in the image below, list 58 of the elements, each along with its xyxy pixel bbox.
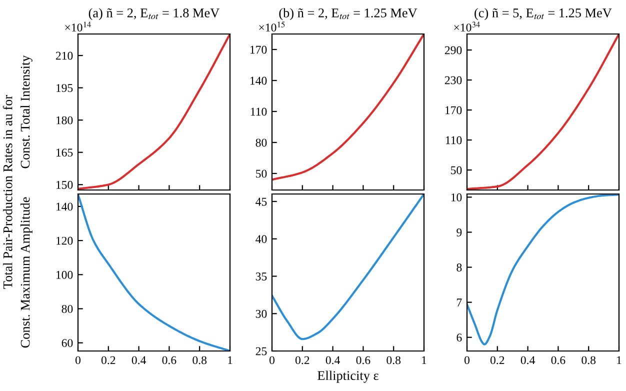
y-tick-label: 180 [56, 116, 73, 124]
x-tick-label: 0.4 [132, 356, 146, 364]
x-tick-label: 0.8 [386, 356, 401, 364]
x-tick-label: 1 [422, 356, 426, 364]
text: ×10$^{34}$ [454, 22, 480, 32]
y-tick-label: 50 [451, 166, 462, 174]
x-tick-label: 0.2 [101, 356, 116, 364]
y-tick-label: 50 [256, 170, 267, 178]
y-tick-label: 40 [256, 235, 267, 244]
chart-title: (c) ñ = 5, E$_{tot}$ = 1.25 MeV [474, 8, 612, 20]
y-tick-label: 25 [256, 347, 267, 356]
x-tick-label: 1 [228, 356, 232, 364]
y-tick-label: 140 [250, 76, 267, 85]
text: ×10$^{14}$ [65, 22, 91, 32]
y-tick-label: 165 [56, 148, 73, 157]
y-tick-label: 290 [444, 46, 462, 54]
x-tick-label: 0.8 [582, 356, 596, 364]
y-tick-label: 80 [256, 138, 267, 147]
y-tick-label: 7 [457, 298, 462, 306]
x-tick-label: 0.8 [192, 356, 207, 364]
y-tick-label: 60 [62, 339, 73, 348]
y-tick-label: 9 [456, 228, 462, 236]
x-tick-label: 0.4 [520, 356, 535, 364]
y-tick-label: 45 [256, 198, 267, 206]
y-tick-label: 150 [56, 180, 73, 189]
y-tick-label: 35 [256, 272, 267, 280]
y-tick-label: 140 [56, 202, 73, 211]
x-tick-label: 0 [464, 356, 470, 364]
x-tick-label: 1 [617, 356, 622, 364]
x-tick-label: 0 [270, 356, 274, 364]
y-tick-label: 195 [56, 84, 73, 92]
x-tick-label: 0.4 [326, 356, 340, 364]
y-tick-label: 110 [250, 108, 267, 116]
text: ×10$^{15}$ [259, 22, 285, 32]
y-tick-label: 210 [56, 52, 73, 60]
y-tick-label: 8 [456, 263, 462, 272]
text: Total Pair-Production Rates in au for [2, 95, 12, 289]
x-tick-label: 0.2 [490, 356, 504, 364]
x-tick-label: 0.6 [162, 356, 176, 364]
x-tick-label: 0.6 [356, 356, 370, 364]
x-tick-label: 0 [76, 356, 80, 364]
y-tick-label: 6 [456, 334, 462, 342]
chart-title: (a) ñ = 2, E$_{tot}$ = 1.8 MeV [88, 8, 220, 20]
y-tick-label: 30 [256, 310, 267, 318]
y-tick-label: 120 [56, 236, 73, 245]
y-tick-label: 10 [451, 193, 462, 202]
chart-title: (b) ñ = 2, E$_{tot}$ = 1.25 MeV [279, 8, 418, 20]
y-axis-title: Const. Maximum Amplitude [20, 197, 32, 348]
y-tick-label: 230 [444, 76, 462, 84]
x-axis-title: Ellipticity ε [318, 370, 378, 383]
y-tick-label: 110 [446, 136, 462, 144]
y-tick-label: 80 [62, 304, 73, 313]
y-tick-label: 170 [445, 106, 462, 114]
x-tick-label: 0.6 [551, 356, 566, 364]
y-tick-label: 100 [56, 270, 73, 279]
x-tick-label: 0.2 [295, 356, 310, 364]
y-axis-title: Const. Total Intensity [20, 55, 32, 168]
y-tick-label: 170 [250, 46, 267, 54]
